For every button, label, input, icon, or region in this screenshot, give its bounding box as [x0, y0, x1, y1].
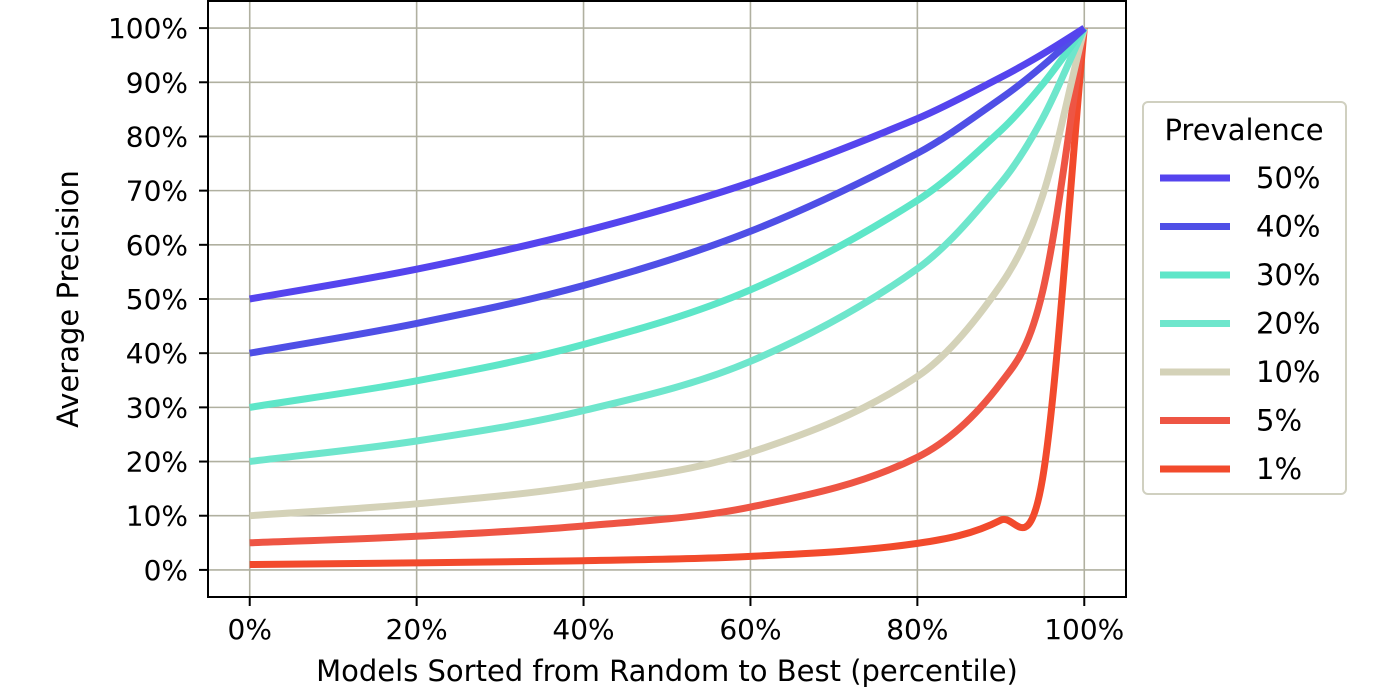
legend-frame	[1142, 101, 1347, 495]
legend-title: Prevalence	[1164, 113, 1323, 147]
grid-lines	[208, 1, 1126, 597]
x-tick-label: 100%	[1044, 613, 1124, 646]
axis-ticks: 0% 20% 40% 60% 80% 100% 0% 10% 20% 30% 40% 50% 60% 70…	[108, 12, 1124, 646]
series-line	[249, 26, 1088, 411]
series-line	[249, 27, 1088, 547]
legend-label: 1%	[1256, 452, 1302, 486]
y-tick-label: 30%	[126, 391, 188, 424]
y-tick-label: 70%	[126, 175, 188, 208]
y-tick-label: 50%	[126, 283, 188, 316]
legend-label: 20%	[1256, 307, 1320, 341]
legend: Prevalence 50% 40% 30% 20% 10% 5% 1%	[1142, 101, 1347, 495]
legend-label: 10%	[1256, 355, 1320, 389]
legend-label: 50%	[1256, 161, 1320, 195]
y-tick-label: 90%	[126, 66, 188, 99]
y-tick-label: 0%	[144, 554, 188, 587]
y-tick-label: 60%	[126, 229, 188, 262]
series-line	[249, 25, 1087, 303]
series-line	[249, 27, 1088, 520]
legend-label: 30%	[1256, 258, 1320, 292]
x-tick-label: 0%	[228, 613, 272, 646]
series-line	[249, 27, 1088, 568]
y-tick-label: 20%	[126, 446, 188, 479]
series-line	[249, 25, 1087, 357]
y-tick-label: 40%	[126, 337, 188, 370]
series-line	[249, 26, 1088, 465]
x-tick-label: 60%	[719, 613, 781, 646]
x-tick-label: 20%	[386, 613, 448, 646]
y-tick-label: 80%	[126, 120, 188, 153]
x-tick-label: 80%	[886, 613, 948, 646]
series-lines	[249, 25, 1088, 568]
y-tick-label: 100%	[108, 12, 188, 45]
x-tick-label: 40%	[552, 613, 614, 646]
legend-label: 40%	[1256, 210, 1320, 244]
y-axis-label: Average Precision	[51, 170, 85, 428]
legend-label: 5%	[1256, 404, 1302, 438]
x-axis-label: Models Sorted from Random to Best (perce…	[316, 654, 1018, 688]
y-tick-label: 10%	[126, 500, 188, 533]
